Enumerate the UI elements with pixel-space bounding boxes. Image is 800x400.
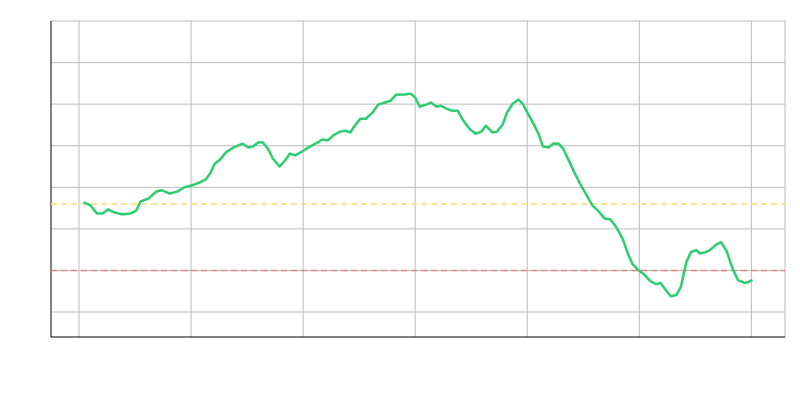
data-line — [83, 92, 754, 298]
plot-frame — [50, 20, 786, 338]
